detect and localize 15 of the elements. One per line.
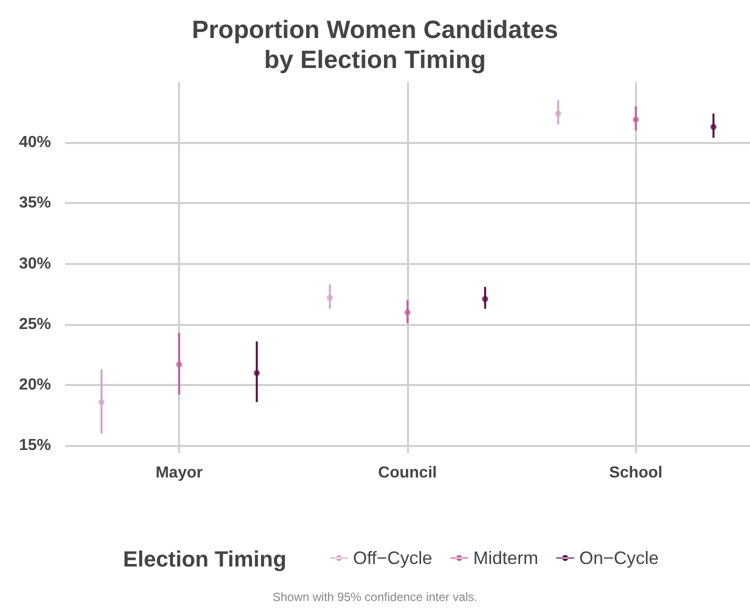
- legend-label: On−Cycle: [579, 548, 659, 568]
- x-tick-label: Mayor: [156, 464, 203, 482]
- legend-label: Off−Cycle: [353, 548, 432, 568]
- text: Shown with 95% confidence inter vals.: [272, 590, 478, 604]
- legend-title: Election Timing: [123, 546, 286, 572]
- y-tick-label: 35%: [18, 194, 51, 212]
- y-tick-label: 40%: [18, 134, 51, 152]
- x-tick-label: School: [609, 464, 663, 482]
- y-tick-label: 20%: [18, 376, 51, 394]
- y-tick-label: 15%: [18, 437, 51, 454]
- y-tick-label: 25%: [18, 316, 51, 333]
- y-tick-label: 30%: [18, 255, 51, 272]
- chart-title: Proportion Women Candidates by Election Timing: [192, 16, 558, 74]
- legend-label: Midterm: [473, 548, 538, 568]
- x-tick-label: Council: [378, 464, 437, 482]
